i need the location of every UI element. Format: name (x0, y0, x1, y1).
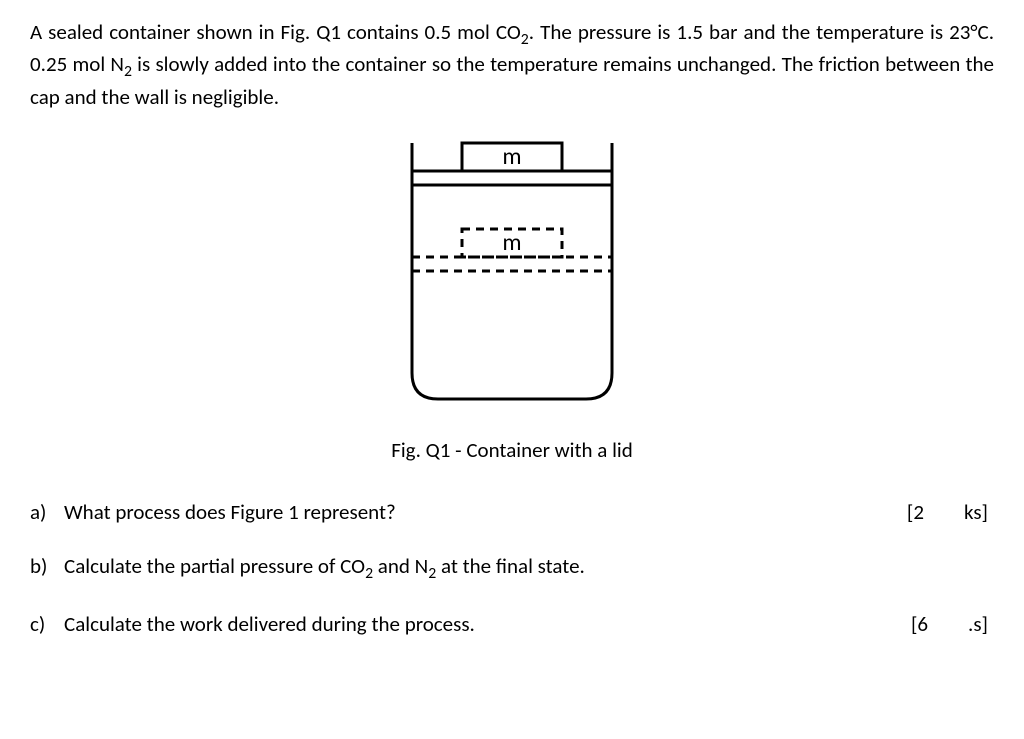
mass-label-dashed: m (502, 228, 521, 257)
question-c-marks: [6 .s] (911, 611, 994, 637)
question-b-left: b) Calculate the partial pressure of CO2… (30, 553, 585, 583)
question-a-left: a) What process does Figure 1 represent? (30, 499, 396, 525)
question-a-label: a) (30, 499, 54, 525)
question-c-mark2: .s] (968, 611, 988, 637)
question-a-marks: [2 ks] (907, 499, 994, 525)
question-c-row: c) Calculate the work delivered during t… (30, 611, 994, 637)
piston-top (412, 171, 612, 185)
question-b-text: Calculate the partial pressure of CO2 an… (64, 553, 585, 583)
question-a-row: a) What process does Figure 1 represent?… (30, 499, 994, 525)
figure-container: m m (30, 137, 994, 427)
question-b-label: b) (30, 553, 54, 579)
question-c-text: Calculate the work delivered during the … (64, 611, 475, 637)
container-diagram: m m (392, 137, 632, 427)
question-c-mark1: [6 (911, 611, 928, 637)
problem-statement: A sealed container shown in Fig. Q1 cont… (30, 18, 994, 111)
question-c-label: c) (30, 611, 54, 637)
question-a-mark2: ks] (964, 499, 988, 525)
mass-label-top: m (502, 142, 521, 171)
problem-text: A sealed container shown in Fig. Q1 cont… (30, 19, 994, 110)
figure-caption: Fig. Q1 - Container with a lid (30, 437, 994, 463)
question-c-left: c) Calculate the work delivered during t… (30, 611, 475, 637)
question-a-mark1: [2 (907, 499, 924, 525)
question-b-row: b) Calculate the partial pressure of CO2… (30, 553, 994, 583)
question-a-text: What process does Figure 1 represent? (64, 499, 396, 525)
